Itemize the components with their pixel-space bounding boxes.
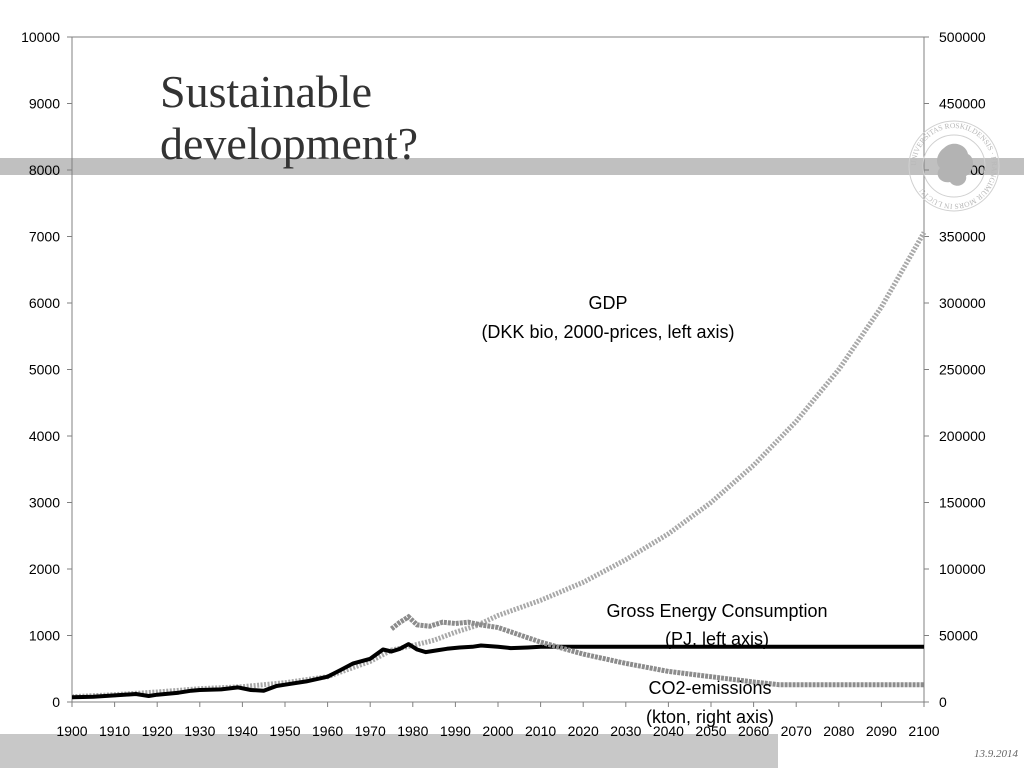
left-axis-tick-label: 10000: [21, 29, 60, 45]
x-axis-tick-label: 1990: [440, 723, 471, 739]
x-axis-tick-label: 2010: [525, 723, 556, 739]
right-axis-tick-label: 150000: [939, 495, 986, 511]
left-axis-tick-label: 5000: [29, 362, 60, 378]
slide-title: Sustainable development?: [160, 66, 520, 170]
gdp-label-line-1: GDP: [588, 293, 627, 313]
x-axis-tick-label: 1940: [227, 723, 258, 739]
x-axis-tick-label: 2000: [482, 723, 513, 739]
x-axis-tick-label: 2030: [610, 723, 641, 739]
x-axis-tick-label: 1930: [184, 723, 215, 739]
co2-label-line-1: CO2-emissions: [648, 678, 771, 698]
right-axis-tick-label: 200000: [939, 428, 986, 444]
x-axis-tick-label: 2070: [781, 723, 812, 739]
title-line-2: development?: [160, 118, 419, 169]
left-axis-tick-label: 7000: [29, 229, 60, 245]
right-axis-tick-label: 500000: [939, 29, 986, 45]
x-axis-tick-label: 1910: [99, 723, 130, 739]
left-axis-tick-label: 1000: [29, 628, 60, 644]
university-seal-icon: UNIVERSITAS ROSKILDENSIS · FRANGIMUR MOR…: [908, 120, 1000, 212]
left-axis-tick-label: 8000: [29, 162, 60, 178]
energy-label-line-1: Gross Energy Consumption: [606, 601, 827, 621]
right-axis-tick-label: 450000: [939, 96, 986, 112]
right-axis-tick-label: 100000: [939, 561, 986, 577]
title-line-1: Sustainable: [160, 66, 373, 117]
x-axis-tick-label: 1960: [312, 723, 343, 739]
left-axis-tick-label: 9000: [29, 96, 60, 112]
co2-label-line-2: (kton, right axis): [646, 707, 774, 727]
left-axis-tick-label: 0: [52, 694, 60, 710]
left-axis-tick-label: 3000: [29, 495, 60, 511]
bottom-band: [0, 734, 778, 768]
energy-label-line-2: (PJ, left axis): [665, 629, 769, 649]
top-band: [0, 158, 1024, 175]
x-axis-tick-label: 2080: [823, 723, 854, 739]
right-axis-tick-label: 0: [939, 694, 947, 710]
right-axis-tick-label: 50000: [939, 628, 978, 644]
x-axis-tick-label: 2090: [866, 723, 897, 739]
x-axis-tick-label: 2040: [653, 723, 684, 739]
co2-line: [389, 613, 924, 688]
right-axis-tick-label: 250000: [939, 362, 986, 378]
right-axis-tick-label: 300000: [939, 295, 986, 311]
x-axis-tick-label: 2100: [908, 723, 939, 739]
left-axis-tick-label: 2000: [29, 561, 60, 577]
footer-date: 13.9.2014: [974, 748, 1018, 760]
gdp-label-line-2: (DKK bio, 2000-prices, left axis): [481, 322, 734, 342]
left-axis-tick-label: 4000: [29, 428, 60, 444]
x-axis-tick-label: 2060: [738, 723, 769, 739]
x-axis-tick-label: 2050: [695, 723, 726, 739]
x-axis-tick-label: 2020: [568, 723, 599, 739]
x-axis-tick-label: 1970: [355, 723, 386, 739]
left-axis-tick-label: 6000: [29, 295, 60, 311]
x-axis-tick-label: 1980: [397, 723, 428, 739]
x-axis-tick-label: 1900: [56, 723, 87, 739]
energy-line: [71, 642, 924, 700]
right-axis-tick-label: 350000: [939, 229, 986, 245]
x-axis-tick-label: 1950: [269, 723, 300, 739]
x-axis-tick-label: 1920: [142, 723, 173, 739]
